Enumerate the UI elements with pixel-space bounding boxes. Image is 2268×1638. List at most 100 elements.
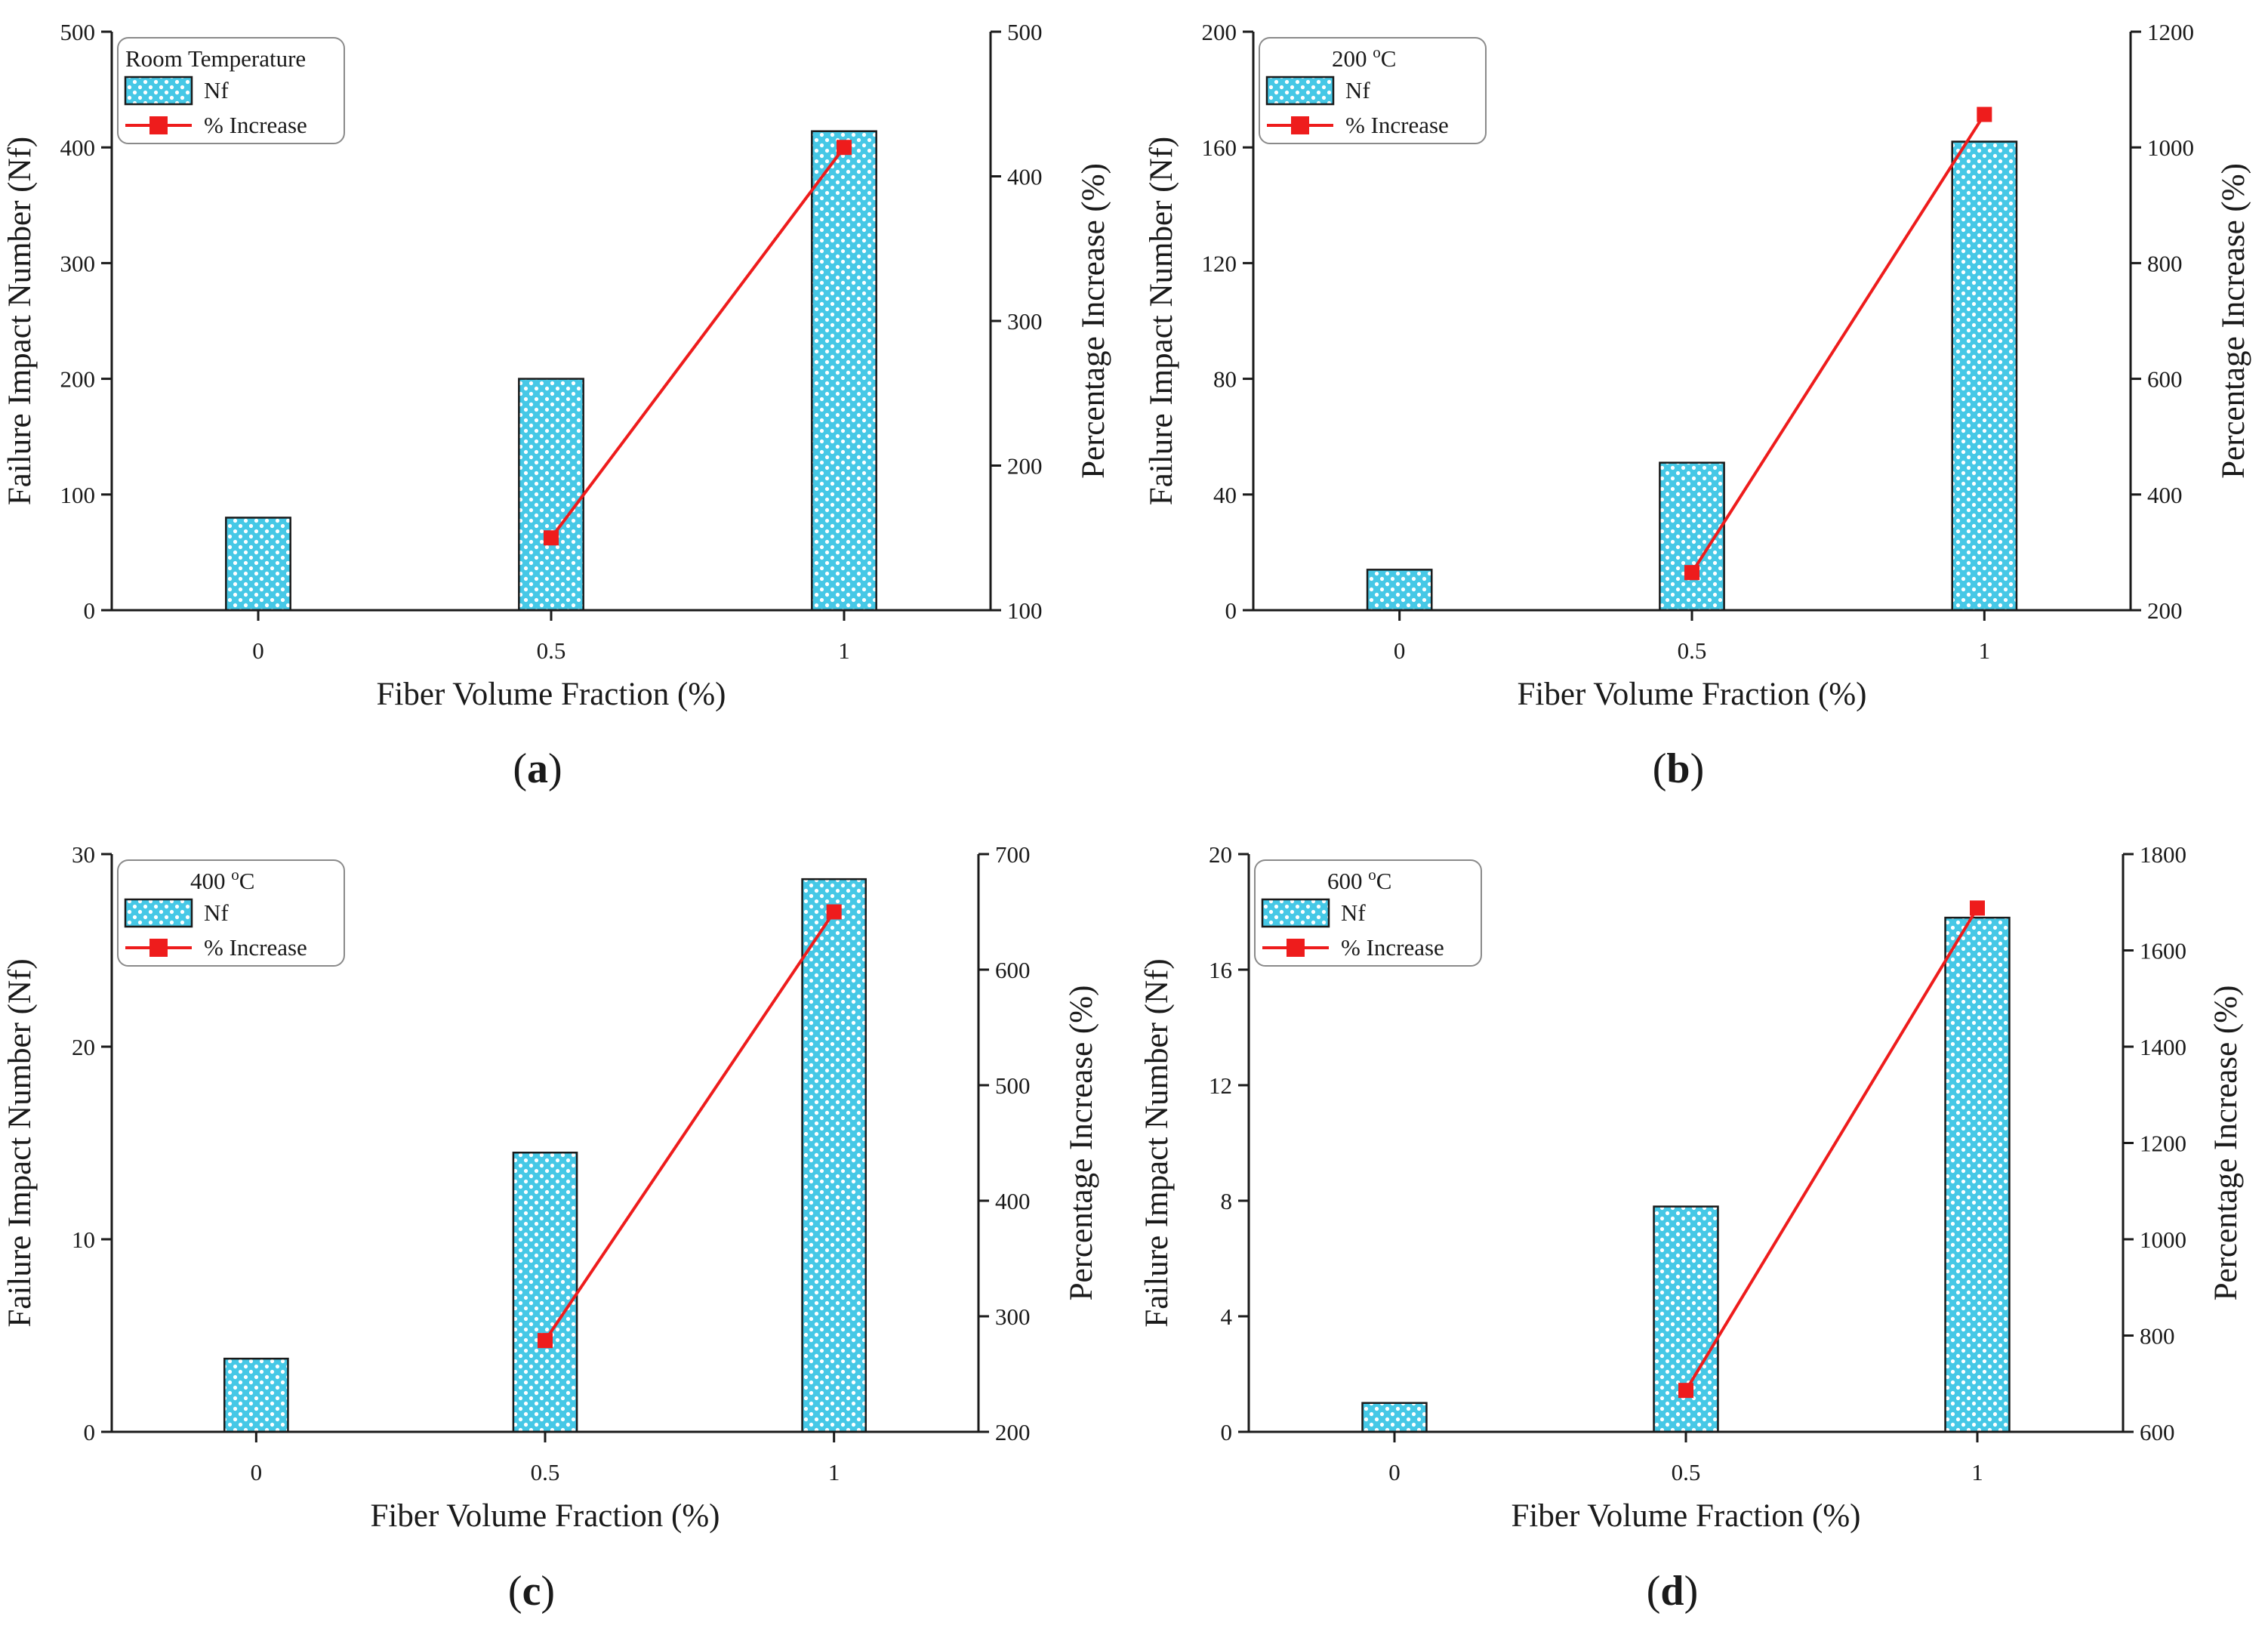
legend: 400 oC Nf % Increase xyxy=(117,859,345,967)
y2-tick-label: 400 xyxy=(995,1188,1031,1214)
y-tick-label: 20 xyxy=(72,1034,95,1060)
y-tick-label: 10 xyxy=(72,1226,95,1253)
caption-paren-open: ( xyxy=(508,1568,522,1615)
y2-tick-label: 600 xyxy=(2147,366,2183,393)
legend-box xyxy=(1259,37,1487,144)
y-tick-label: 500 xyxy=(60,19,96,45)
bar-nf-0.5 xyxy=(1653,1205,1719,1433)
y-tick-label: 12 xyxy=(1209,1072,1232,1099)
y-axis-title: Failure Impact Number (Nf) xyxy=(1144,137,1179,505)
bar-nf-1 xyxy=(801,878,867,1433)
x-tick-label: 1 xyxy=(828,1459,840,1485)
y-tick-label: 8 xyxy=(1221,1188,1233,1214)
y2-tick-label: 200 xyxy=(2147,597,2183,624)
marker-percent-increase-0.5 xyxy=(1684,565,1699,581)
legend-box xyxy=(1254,859,1482,967)
x-axis-title: Fiber Volume Fraction (%) xyxy=(377,677,726,712)
y-tick-label: 20 xyxy=(1209,841,1232,868)
legend-label-nf: Nf xyxy=(1341,899,1366,926)
y2-tick-label: 500 xyxy=(995,1072,1031,1099)
legend-title: 400 oC xyxy=(190,865,254,894)
y-tick-label: 80 xyxy=(1213,366,1237,393)
y-tick-label: 200 xyxy=(1202,19,1237,45)
y2-tick-label: 1000 xyxy=(2140,1226,2186,1253)
legend-swatch-nf xyxy=(124,76,193,106)
legend-title-main: 400 xyxy=(190,868,231,894)
marker-percent-increase-0.5 xyxy=(1678,1383,1693,1399)
y2-tick-label: 800 xyxy=(2147,250,2183,276)
y2-tick-label: 1400 xyxy=(2140,1034,2186,1060)
bar-nf-0 xyxy=(1361,1402,1428,1433)
bar-nf-0.5 xyxy=(512,1152,578,1433)
x-axis-title: Fiber Volume Fraction (%) xyxy=(1518,677,1867,712)
caption-letter: d xyxy=(1660,1568,1684,1615)
y-axis-title: Failure Impact Number (Nf) xyxy=(1139,958,1175,1327)
y2-tick-label: 1200 xyxy=(2140,1131,2186,1157)
y2-tick-label: 400 xyxy=(2147,482,2183,508)
y-tick-label: 160 xyxy=(1202,134,1237,161)
panel-caption: (c) xyxy=(508,1568,555,1615)
bar-nf-1 xyxy=(1944,916,2011,1433)
legend-title: 600 oC xyxy=(1327,865,1391,894)
y2-tick-label: 1600 xyxy=(2140,938,2186,964)
y2-tick-label: 200 xyxy=(995,1419,1031,1445)
legend-box xyxy=(117,859,345,967)
y2-tick-label: 1000 xyxy=(2147,134,2194,161)
bar-nf-0 xyxy=(223,1357,289,1433)
caption-paren-close: ) xyxy=(548,745,562,792)
legend-title-main: 200 xyxy=(1332,45,1373,72)
legend-title-main: 600 xyxy=(1327,868,1368,894)
y-tick-label: 200 xyxy=(60,366,96,393)
legend: Room Temperature Nf % Increase xyxy=(117,37,345,144)
legend-swatch-marker xyxy=(149,939,168,957)
legend-label-nf: Nf xyxy=(1345,77,1370,103)
legend-swatch-nf xyxy=(1261,898,1330,928)
panel-caption: (d) xyxy=(1647,1568,1698,1615)
legend-label-percent-increase: % Increase xyxy=(1341,934,1444,961)
caption-paren-close: ) xyxy=(541,1568,555,1615)
y2-tick-label: 100 xyxy=(1007,597,1043,624)
x-axis-title: Fiber Volume Fraction (%) xyxy=(1511,1498,1861,1534)
bar-nf-0.5 xyxy=(518,378,584,612)
x-tick-label: 0.5 xyxy=(1678,637,1707,664)
legend-title-degree: o xyxy=(1373,43,1381,61)
x-tick-label: 1 xyxy=(1971,1459,1983,1485)
y-tick-label: 40 xyxy=(1213,482,1237,508)
legend-label-percent-increase: % Increase xyxy=(204,934,307,961)
chart-panel-a: 0 100 200 300 400 500 100 200 300 400 500 0 0.5 1 Fibe… xyxy=(2,19,1111,792)
y2-axis-title: Percentage Increase (%) xyxy=(1064,986,1099,1301)
y-tick-label: 16 xyxy=(1209,957,1232,983)
legend: 200 oC Nf % Increase xyxy=(1259,37,1487,144)
y-axis-title: Failure Impact Number (Nf) xyxy=(2,958,38,1327)
y-tick-label: 400 xyxy=(60,134,96,161)
caption-paren-open: ( xyxy=(1653,745,1667,792)
legend-swatch-marker xyxy=(1287,939,1305,957)
y-tick-label: 120 xyxy=(1202,250,1237,276)
y2-tick-label: 600 xyxy=(2140,1419,2175,1445)
marker-percent-increase-1 xyxy=(826,904,842,920)
y2-axis-title: Percentage Increase (%) xyxy=(2208,986,2244,1301)
legend-title-degree: o xyxy=(1368,865,1376,884)
line-percent-increase xyxy=(1684,907,1979,1392)
legend-title-degree: o xyxy=(231,865,239,884)
y2-tick-label: 500 xyxy=(1007,19,1043,45)
legend-title: 200 oC xyxy=(1332,43,1396,72)
x-axis-title: Fiber Volume Fraction (%) xyxy=(371,1498,720,1534)
y-tick-label: 0 xyxy=(1221,1419,1233,1445)
y2-tick-label: 700 xyxy=(995,841,1031,868)
y2-axis-title: Percentage Increase (%) xyxy=(2216,163,2251,479)
y-tick-label: 30 xyxy=(72,841,95,868)
legend-title-unit: C xyxy=(1376,868,1392,894)
y2-tick-label: 600 xyxy=(995,957,1031,983)
x-tick-label: 0 xyxy=(252,637,264,664)
x-tick-label: 0.5 xyxy=(1672,1459,1701,1485)
x-tick-label: 0.5 xyxy=(537,637,566,664)
y-axis-title: Failure Impact Number (Nf) xyxy=(2,137,38,505)
caption-paren-open: ( xyxy=(513,745,527,792)
legend-title-main: Room Temperature xyxy=(125,45,306,72)
panel-caption: (a) xyxy=(513,745,562,792)
y-tick-label: 300 xyxy=(60,250,96,276)
caption-paren-close: ) xyxy=(1684,1568,1699,1615)
chart-panel-c: 0 10 20 30 200 300 400 500 600 700 0 0.5 1 Fiber Volu… xyxy=(2,841,1099,1615)
